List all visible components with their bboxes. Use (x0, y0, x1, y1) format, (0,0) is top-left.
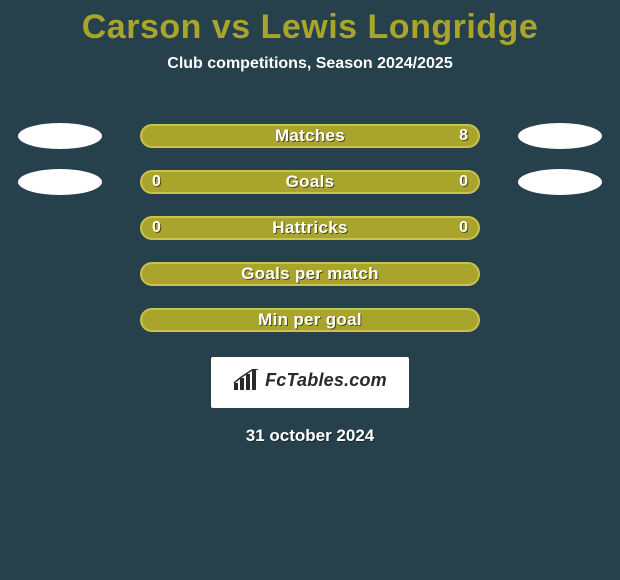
stat-label: Matches (0, 126, 620, 146)
subtitle: Club competitions, Season 2024/2025 (0, 55, 620, 73)
footer-area: FcTables.com 31 october 2024 (0, 357, 620, 446)
bar-chart-icon (233, 369, 259, 391)
stat-value-left: 0 (152, 173, 161, 191)
brand-text: FcTables.com (265, 370, 387, 391)
stat-label: Goals per match (0, 264, 620, 284)
stat-row: Matches8 (0, 113, 620, 159)
stat-value-right: 0 (459, 173, 468, 191)
brand-badge: FcTables.com (211, 357, 409, 408)
stat-row: Hattricks0 0 (0, 205, 620, 251)
stat-row: Min per goal (0, 297, 620, 343)
stat-row: Goals per match (0, 251, 620, 297)
comparison-card: { "colors": { "background": "#26404c", "… (0, 0, 620, 580)
stat-value-left: 0 (152, 219, 161, 237)
stat-value-right: 8 (459, 127, 468, 145)
stat-rows: Matches8Goals00Hattricks00Goals per matc… (0, 113, 620, 343)
stat-label: Min per goal (0, 310, 620, 330)
date-label: 31 october 2024 (0, 426, 620, 446)
stat-row: Goals0 0 (0, 159, 620, 205)
stat-label: Goals (0, 172, 620, 192)
page-title: Carson vs Lewis Longridge (0, 0, 620, 47)
stat-label: Hattricks (0, 218, 620, 238)
stat-value-right: 0 (459, 219, 468, 237)
